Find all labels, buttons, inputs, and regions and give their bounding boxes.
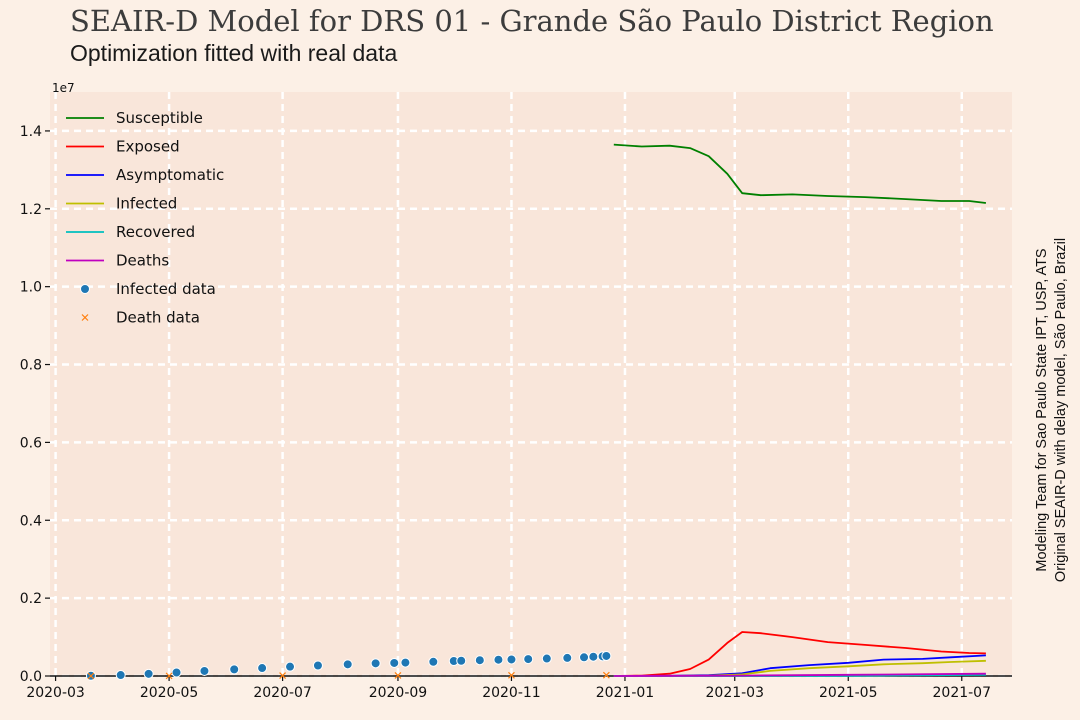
infected-data-point xyxy=(370,658,381,669)
series-line-susceptible xyxy=(613,143,987,204)
legend-item-exposed: Exposed xyxy=(66,138,180,156)
legend-item-recovered: Recovered xyxy=(66,223,195,241)
infected-data-point xyxy=(562,652,573,663)
infected-data-point xyxy=(474,655,485,666)
infected-data-point xyxy=(143,668,154,679)
plot-area xyxy=(50,92,1012,676)
legend-item-asymptomatic: Asymptomatic xyxy=(66,166,224,184)
infected-data-point xyxy=(541,653,552,664)
y-tick-label: 1.0 xyxy=(20,280,42,296)
y-tick-label: 0.4 xyxy=(20,513,42,529)
x-tick-label: 2020-07 xyxy=(253,685,312,701)
legend-label: Death data xyxy=(116,309,200,327)
infected-data-point xyxy=(389,657,400,668)
y-multiplier-label: 1e7 xyxy=(52,81,75,95)
infected-data-point xyxy=(428,656,439,667)
chart-subtitle: Optimization fitted with real data xyxy=(70,40,398,66)
death-data-point xyxy=(602,671,610,679)
infected-data-point xyxy=(115,670,126,681)
legend-label: Deaths xyxy=(116,252,169,270)
infected-data-point xyxy=(312,660,323,671)
infected-data-point xyxy=(171,667,182,678)
y-tick-label: 1.2 xyxy=(20,202,42,218)
infected-data-point xyxy=(257,663,268,674)
infected-data-point xyxy=(588,651,599,662)
series-line-exposed xyxy=(613,631,986,677)
x-tick-label: 2021-07 xyxy=(933,685,992,701)
credits-line-2: Original SEAIR-D with delay model, São P… xyxy=(1053,237,1069,583)
y-tick-label: 0.2 xyxy=(20,591,42,607)
infected-data-point xyxy=(523,654,534,665)
legend-item-deaths: Deaths xyxy=(66,252,169,270)
credits-note: Modeling Team for Sao Paulo State IPT, U… xyxy=(1033,200,1073,620)
death-data-point xyxy=(508,671,515,679)
legend-label: Exposed xyxy=(116,138,180,156)
infected-data-point xyxy=(229,664,240,675)
y-tick-label: 0.0 xyxy=(20,669,42,685)
x-tick-label: 2020-05 xyxy=(140,685,199,701)
infected-data-point xyxy=(456,655,467,666)
credits-line-1: Modeling Team for Sao Paulo State IPT, U… xyxy=(1034,248,1050,572)
infected-data-point xyxy=(199,665,210,676)
x-tick-label: 2020-03 xyxy=(26,685,85,701)
legend-label: Infected data xyxy=(116,280,216,298)
infected-data-point xyxy=(493,654,504,665)
infected-data-point xyxy=(285,661,296,672)
x-tick-label: 2021-05 xyxy=(819,685,878,701)
legend-label: Susceptible xyxy=(116,109,203,127)
legend-label: Asymptomatic xyxy=(116,166,224,184)
death-data-point xyxy=(87,672,95,680)
legend-item-infected-data: Infected data xyxy=(80,280,216,298)
y-tick-label: 1.4 xyxy=(20,124,42,140)
death-data-point xyxy=(165,672,173,680)
legend-item-infected: Infected xyxy=(66,195,177,213)
death-data-point xyxy=(394,671,402,679)
legend-item-susceptible: Susceptible xyxy=(66,109,203,127)
axis-ticks: 2020-03 2020-05 2020-07 2020-09 2020-11 2021-… xyxy=(20,124,991,701)
x-tick-label: 2020-09 xyxy=(369,685,428,701)
x-tick-label: 2021-03 xyxy=(706,685,765,701)
infected-data-point xyxy=(601,650,612,661)
series-group xyxy=(85,143,987,681)
x-tick-label: 2021-01 xyxy=(596,685,655,701)
infected-data-point xyxy=(506,654,517,665)
legend-label: Recovered xyxy=(116,223,195,241)
series-line-deaths xyxy=(613,672,986,677)
y-tick-label: 0.8 xyxy=(20,358,42,374)
legend-label: Infected xyxy=(116,195,177,213)
death-data-point xyxy=(279,672,287,680)
y-tick-label: 0.6 xyxy=(20,435,42,451)
chart-title: SEAIR-D Model for DRS 01 - Grande São Pa… xyxy=(70,4,994,38)
x-tick-label: 2020-11 xyxy=(482,685,541,701)
legend: Susceptible Exposed Asymptomatic Infected Re… xyxy=(66,109,224,327)
infected-data-point xyxy=(342,659,353,670)
infected-data-point xyxy=(400,657,411,668)
infected-data-point xyxy=(579,652,590,663)
legend-item-death-data: Death data xyxy=(81,309,200,327)
legend-swatch xyxy=(80,284,90,294)
